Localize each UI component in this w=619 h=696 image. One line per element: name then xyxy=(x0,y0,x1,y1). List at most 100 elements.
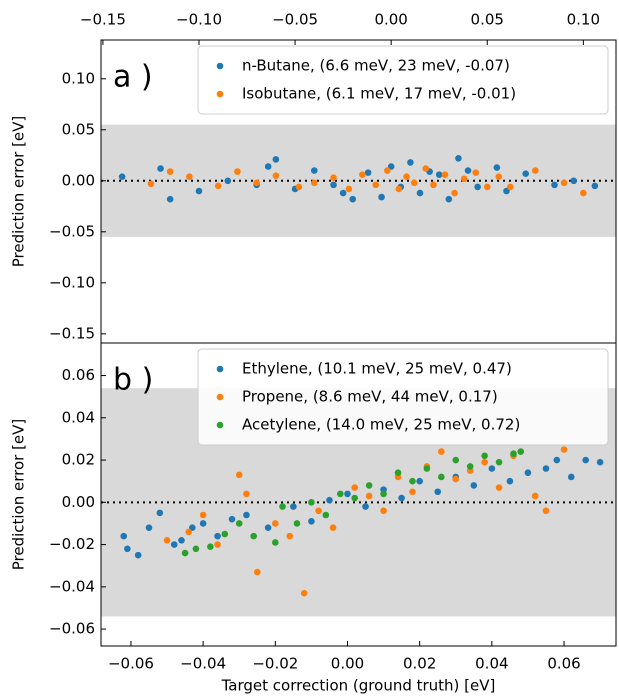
data-point xyxy=(272,172,280,179)
panel-label: a ) xyxy=(113,60,153,95)
x-tick-label: −0.15 xyxy=(80,11,126,29)
data-point xyxy=(243,490,250,498)
data-point xyxy=(495,484,503,491)
data-point xyxy=(570,177,578,185)
data-point xyxy=(422,165,430,172)
data-point xyxy=(330,181,337,189)
data-point xyxy=(359,171,366,178)
data-point xyxy=(438,473,445,481)
data-point xyxy=(181,549,189,557)
legend-entry: Acetylene, (14.0 meV, 25 meV, 0.72) xyxy=(242,416,520,434)
data-point xyxy=(474,183,481,191)
data-point xyxy=(495,458,503,466)
y-tick-label: 0.06 xyxy=(62,366,95,384)
data-point xyxy=(235,520,243,527)
data-point xyxy=(330,174,337,182)
data-point xyxy=(272,539,279,546)
x-tick-label: −0.02 xyxy=(252,655,298,673)
data-point xyxy=(199,511,207,519)
x-tick-label: 0.06 xyxy=(547,655,580,673)
data-point xyxy=(192,545,200,553)
data-point xyxy=(264,163,272,170)
y-tick-label: 0.02 xyxy=(62,451,95,469)
y-axis-label: Prediction error [eV] xyxy=(10,419,28,571)
data-point xyxy=(567,473,575,481)
data-point xyxy=(163,537,171,544)
y-tick-label: −0.05 xyxy=(49,222,95,240)
data-point xyxy=(596,458,604,466)
x-tick-label: 0.05 xyxy=(471,11,504,29)
legend-marker xyxy=(216,365,224,373)
panel-label: b ) xyxy=(113,363,153,398)
data-point xyxy=(481,458,488,466)
data-point xyxy=(517,448,525,455)
data-point xyxy=(250,532,257,540)
data-point xyxy=(445,195,453,203)
data-point xyxy=(308,518,315,525)
data-point xyxy=(384,167,391,174)
data-point xyxy=(435,171,443,178)
y-tick-label: 0.04 xyxy=(62,408,95,426)
x-tick-label: −0.05 xyxy=(272,11,318,29)
data-point xyxy=(235,471,243,479)
data-point xyxy=(464,167,472,174)
data-point xyxy=(560,446,568,453)
x-tick-label: 0.04 xyxy=(475,655,508,673)
data-point xyxy=(524,469,532,477)
data-point xyxy=(195,187,203,195)
y-tick-label: 0.00 xyxy=(62,493,95,511)
legend-entry: n-Butane, (6.6 meV, 23 meV, -0.07) xyxy=(242,57,510,75)
data-point xyxy=(290,503,297,510)
data-point xyxy=(311,167,318,174)
data-point xyxy=(409,477,416,485)
data-point xyxy=(472,169,480,176)
data-point xyxy=(300,589,308,597)
data-point xyxy=(178,537,185,544)
data-point xyxy=(506,477,514,485)
data-point xyxy=(311,179,318,187)
data-point xyxy=(470,482,478,489)
legend-entry: Ethylene, (10.1 meV, 25 meV, 0.47) xyxy=(242,360,512,378)
data-point xyxy=(315,507,322,515)
shaded-band xyxy=(101,124,616,237)
y-tick-label: 0.05 xyxy=(62,120,95,138)
data-point xyxy=(344,490,351,498)
data-point xyxy=(378,193,385,201)
data-point xyxy=(365,482,373,489)
data-point xyxy=(221,530,229,538)
x-tick-label: 0.02 xyxy=(403,655,436,673)
data-point xyxy=(591,182,599,190)
x-tick-label: 0.10 xyxy=(567,11,600,29)
data-point xyxy=(364,169,372,176)
data-point xyxy=(351,484,359,491)
data-point xyxy=(214,532,221,540)
data-point xyxy=(214,541,221,548)
data-point xyxy=(531,167,539,174)
data-point xyxy=(488,465,496,472)
y-tick-label: 0.10 xyxy=(62,69,95,87)
data-point xyxy=(481,452,488,460)
data-point xyxy=(403,173,410,181)
plot-frame xyxy=(100,342,617,647)
x-tick-label: −0.10 xyxy=(176,11,222,29)
data-point xyxy=(166,168,174,175)
data-point xyxy=(118,173,126,181)
data-point xyxy=(365,492,373,500)
x-tick-label: −0.06 xyxy=(108,655,154,673)
y-tick-label: −0.15 xyxy=(49,324,95,342)
legend-box xyxy=(197,348,609,446)
data-point xyxy=(553,456,561,464)
data-point xyxy=(243,511,250,519)
data-point xyxy=(531,492,539,500)
data-point xyxy=(286,532,294,540)
data-point xyxy=(483,183,491,191)
data-point xyxy=(507,183,514,191)
y-tick-label: 0.00 xyxy=(62,171,95,189)
data-point xyxy=(410,179,418,187)
data-point xyxy=(349,195,357,203)
data-point xyxy=(416,477,423,485)
data-point xyxy=(551,181,558,189)
legend-entry: Propene, (8.6 meV, 44 meV, 0.17) xyxy=(242,388,498,406)
data-point xyxy=(394,469,402,477)
data-point xyxy=(560,179,568,187)
